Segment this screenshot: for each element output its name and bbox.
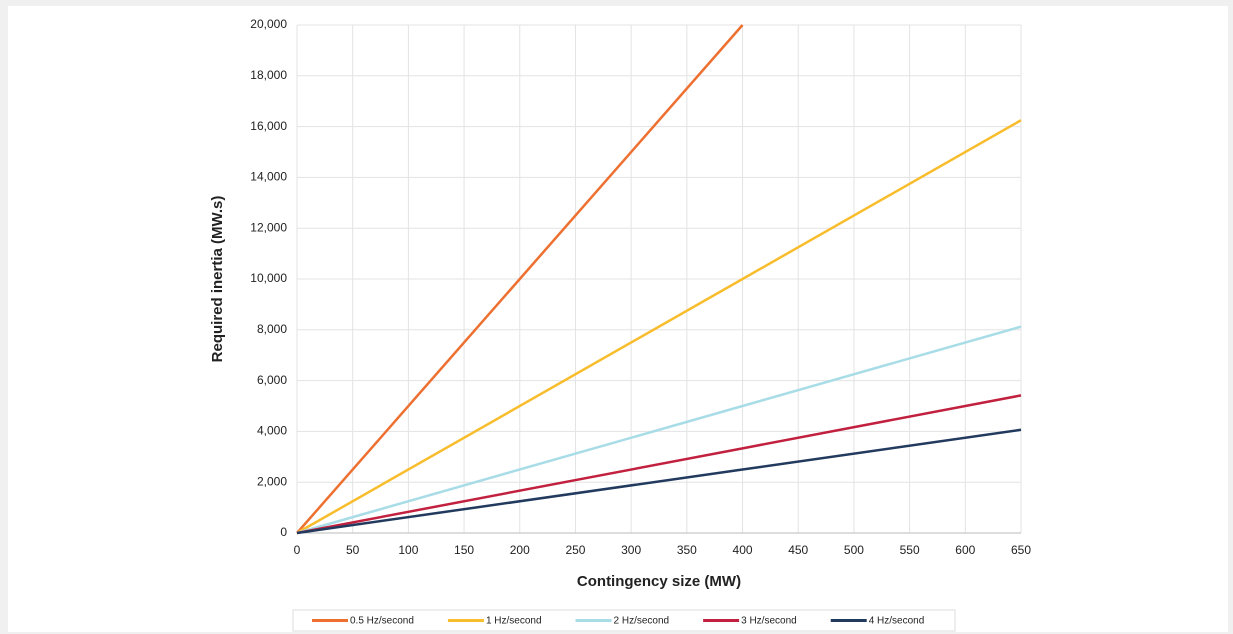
y-tick-label: 4,000 xyxy=(257,424,287,438)
chart-background xyxy=(8,6,1228,632)
x-tick-label: 100 xyxy=(398,543,418,557)
x-tick-label: 400 xyxy=(733,543,753,557)
y-tick-label: 14,000 xyxy=(250,170,287,184)
y-tick-label: 12,000 xyxy=(250,220,287,234)
y-tick-label: 20,000 xyxy=(250,17,287,31)
x-tick-label: 350 xyxy=(677,543,697,557)
y-tick-label: 8,000 xyxy=(257,322,287,336)
legend-label: 3 Hz/second xyxy=(741,616,797,627)
y-tick-label: 16,000 xyxy=(250,119,287,133)
y-tick-label: 18,000 xyxy=(250,68,287,82)
legend-label: 2 Hz/second xyxy=(614,616,670,627)
series-line xyxy=(296,119,1022,535)
x-tick-label: 300 xyxy=(621,543,641,557)
series-line xyxy=(296,394,1022,535)
x-tick-label: 450 xyxy=(788,543,808,557)
x-tick-label: 150 xyxy=(454,543,474,557)
x-tick-label: 650 xyxy=(1011,543,1031,557)
x-axis-title: Contingency size (MW) xyxy=(577,573,741,590)
y-tick-label: 6,000 xyxy=(257,373,287,387)
legend xyxy=(292,609,956,632)
legend-label: 0.5 Hz/second xyxy=(350,616,414,627)
x-tick-label: 0 xyxy=(294,543,301,557)
legend-label: 1 Hz/second xyxy=(486,616,542,627)
y-tick-label: 0 xyxy=(280,525,287,539)
legend-label: 4 Hz/second xyxy=(869,616,925,627)
x-tick-label: 550 xyxy=(900,543,920,557)
x-tick-label: 600 xyxy=(955,543,975,557)
y-tick-label: 10,000 xyxy=(250,271,287,285)
x-tick-label: 200 xyxy=(510,543,530,557)
y-tick-label: 2,000 xyxy=(257,474,287,488)
series-line xyxy=(296,325,1022,535)
series-line xyxy=(296,24,744,534)
y-axis-title: Required inertia (MW.s) xyxy=(209,196,226,363)
series-line xyxy=(296,428,1022,535)
x-tick-label: 500 xyxy=(844,543,864,557)
x-tick-label: 50 xyxy=(346,543,360,557)
x-tick-label: 250 xyxy=(565,543,585,557)
